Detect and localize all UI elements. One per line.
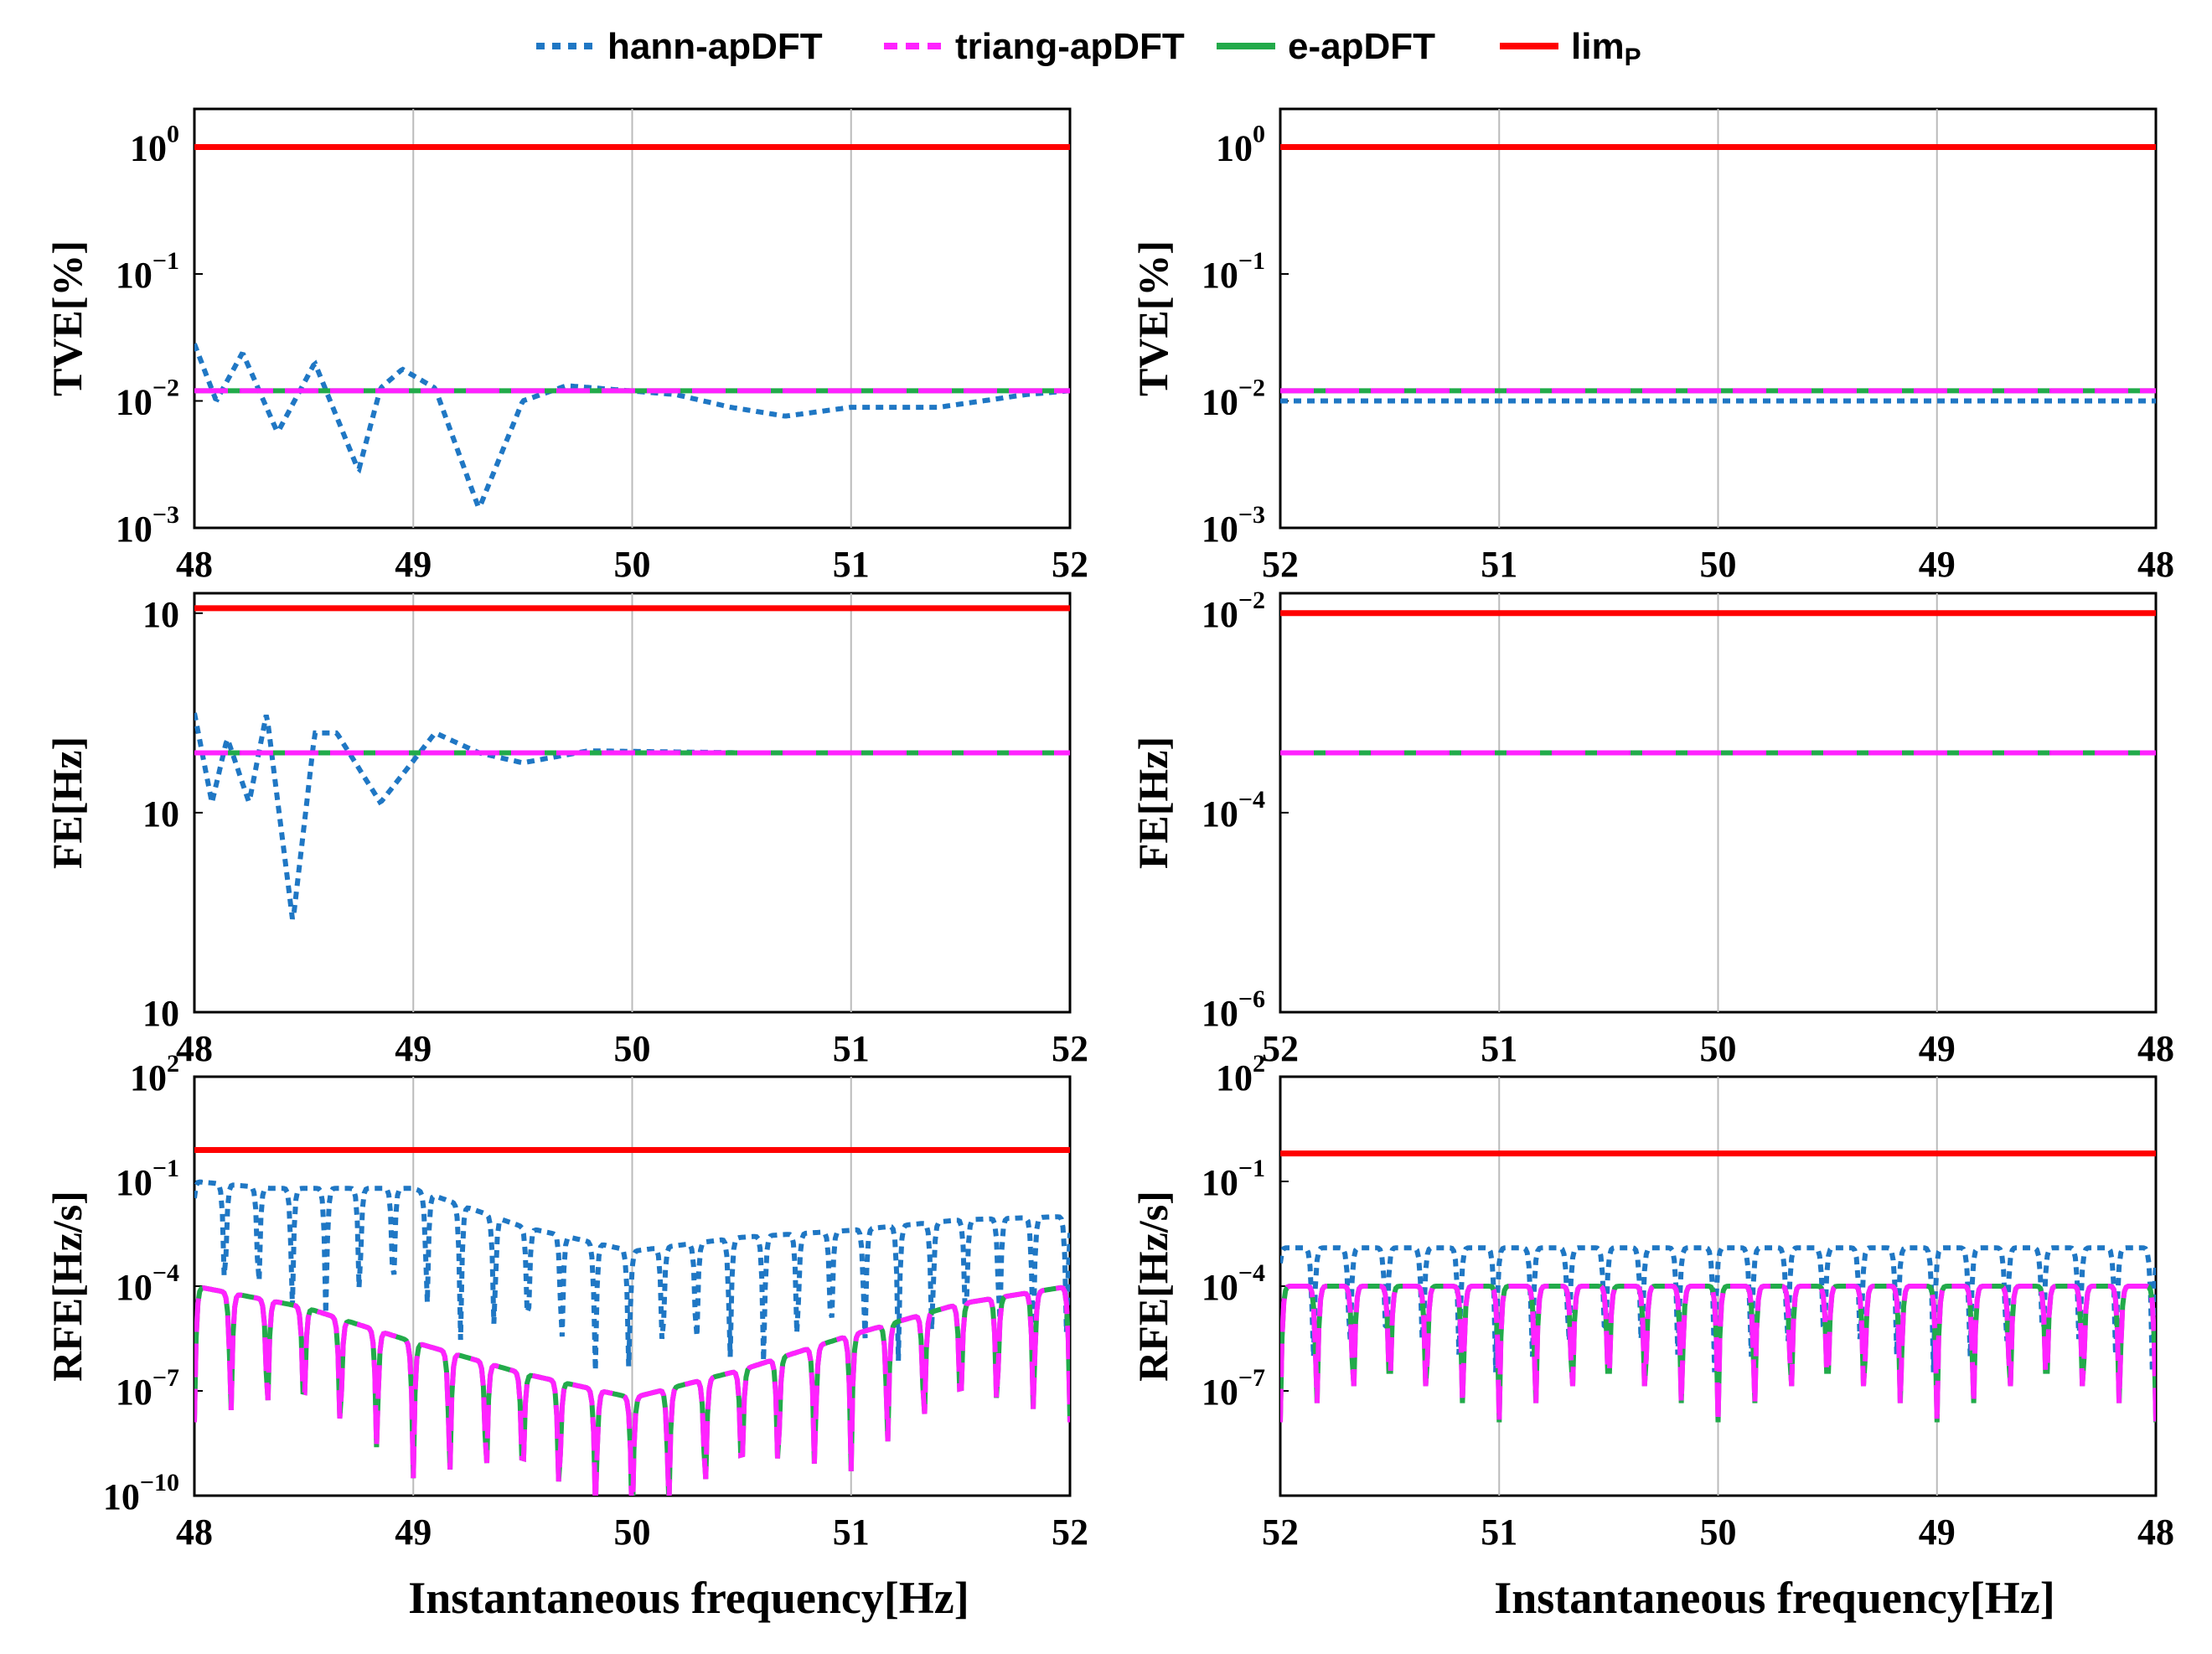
panel-rfe-right: 52 51 50 49 48 102 10−1 10−4 10−7 RFE[Hz/s] <box>1129 1050 2174 1553</box>
y-tick-label: 10−2 <box>1202 374 1265 422</box>
x-tick-label: 49 <box>1919 1512 1956 1553</box>
x-tick-label: 51 <box>833 544 870 585</box>
y-axis-label: TVE[%] <box>44 240 90 396</box>
x-tick-label: 50 <box>614 1512 651 1553</box>
y-tick-label: 10−7 <box>1202 1364 1265 1413</box>
y-tick-label: 10 <box>142 594 179 635</box>
x-tick-label: 51 <box>833 1512 870 1553</box>
y-tick-label: 10−3 <box>1202 501 1265 550</box>
x-tick-label: 52 <box>1262 1028 1299 1069</box>
y-tick-label: 10−7 <box>116 1364 179 1413</box>
panel-fe-right: 52 51 50 49 48 10−2 10−4 10−6 FE[Hz] <box>1129 587 2174 1069</box>
x-tick-label: 49 <box>395 1512 432 1553</box>
legend: hann-apDFT triang-apDFT e-apDFT limP <box>536 26 1641 71</box>
y-tick-label: 10−1 <box>1202 247 1265 296</box>
series-triang-apDFT <box>1280 1284 2156 1423</box>
y-tick-label: 10 <box>142 993 179 1034</box>
y-tick-label: 100 <box>1216 120 1265 168</box>
x-tick-label: 49 <box>1919 544 1956 585</box>
panel-tve-left: 48 49 50 51 52 100 10−1 10−2 10−3 TVE[%] <box>44 107 1088 585</box>
y-tick-label: 10−2 <box>116 374 179 422</box>
y-tick-label: 10−10 <box>103 1469 179 1517</box>
x-axis-label-left: Instantaneous frequency[Hz] <box>408 1573 969 1623</box>
y-axis-label: TVE[%] <box>1129 240 1176 396</box>
x-tick-label: 51 <box>833 1028 870 1069</box>
y-tick-label: 10−4 <box>116 1259 179 1308</box>
panel-rfe-left: 48 49 50 51 52 102 10−1 10−4 10−7 10−10 RFE[Hz/s] <box>44 1050 1088 1553</box>
x-tick-label: 52 <box>1262 544 1299 585</box>
y-tick-label: 10−4 <box>1202 1259 1265 1308</box>
x-tick-label: 51 <box>1481 544 1517 585</box>
x-tick-label: 49 <box>395 544 432 585</box>
y-axis-label: FE[Hz] <box>44 737 90 869</box>
y-tick-label: 102 <box>1216 1050 1265 1098</box>
x-axis-label-right: Instantaneous frequency[Hz] <box>1494 1573 2055 1623</box>
y-tick-label: 10−1 <box>1202 1155 1265 1203</box>
y-tick-label: 10−3 <box>116 501 179 550</box>
x-tick-label: 48 <box>2137 544 2174 585</box>
x-tick-label: 50 <box>614 1028 651 1069</box>
x-tick-label: 48 <box>176 1028 213 1069</box>
y-axis-label: RFE[Hz/s] <box>44 1191 90 1382</box>
panel-fe-left: 48 49 50 51 52 10 10 10 FE[Hz] <box>44 592 1088 1069</box>
x-tick-label: 51 <box>1481 1028 1517 1069</box>
x-tick-label: 50 <box>1700 1028 1737 1069</box>
x-tick-label: 51 <box>1481 1512 1517 1553</box>
x-tick-label: 48 <box>2137 1028 2174 1069</box>
y-tick-label: 102 <box>130 1050 179 1098</box>
x-tick-label: 48 <box>2137 1512 2174 1553</box>
y-tick-label: 10−6 <box>1202 985 1265 1034</box>
x-tick-label: 50 <box>1700 544 1737 585</box>
x-tick-label: 52 <box>1052 544 1088 585</box>
x-tick-label: 52 <box>1052 1512 1088 1553</box>
legend-label-e: e-apDFT <box>1288 26 1435 67</box>
x-tick-label: 52 <box>1052 1028 1088 1069</box>
x-tick-label: 48 <box>176 544 213 585</box>
x-tick-label: 52 <box>1262 1512 1299 1553</box>
legend-label-hann: hann-apDFT <box>607 26 823 67</box>
x-tick-label: 49 <box>395 1028 432 1069</box>
x-tick-label: 50 <box>1700 1512 1737 1553</box>
y-axis-label: FE[Hz] <box>1129 737 1176 869</box>
series-hann-apDFT <box>194 343 1070 510</box>
x-tick-label: 49 <box>1919 1028 1956 1069</box>
series-hann-apDFT <box>1280 1245 2156 1372</box>
x-tick-label: 50 <box>614 544 651 585</box>
y-axis-label: RFE[Hz/s] <box>1129 1191 1176 1382</box>
y-tick-label: 10−4 <box>1202 786 1265 835</box>
y-tick-label: 10−1 <box>116 1155 179 1203</box>
panel-tve-right: 52 51 50 49 48 100 10−1 10−2 10−3 TVE[%] <box>1129 107 2174 585</box>
y-tick-label: 10−2 <box>1202 587 1265 635</box>
x-tick-label: 48 <box>176 1512 213 1553</box>
y-tick-label: 100 <box>130 120 179 168</box>
legend-label-lim: limP <box>1571 26 1641 71</box>
legend-label-sub: P <box>1625 44 1641 71</box>
y-tick-label: 10 <box>142 793 179 835</box>
legend-label-triang: triang-apDFT <box>955 26 1185 67</box>
series-triang-apDFT <box>194 1284 1070 1496</box>
y-tick-label: 10−1 <box>116 247 179 296</box>
